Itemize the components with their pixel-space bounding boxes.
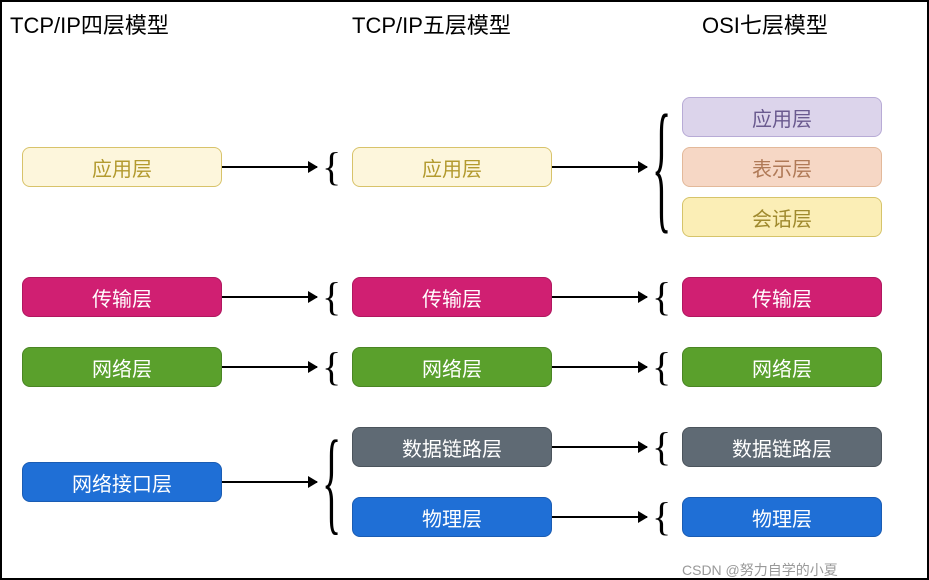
header-col3: OSI七层模型	[702, 8, 828, 40]
arrow-0	[222, 166, 317, 168]
header-col2: TCP/IP五层模型	[352, 8, 511, 40]
brace-7: {	[652, 427, 671, 467]
diagram-frame: TCP/IP四层模型 TCP/IP五层模型 OSI七层模型 应用层传输层网络层网…	[0, 0, 929, 580]
col1-layer-interface: 网络接口层	[22, 462, 222, 502]
col3-layer-datalink: 数据链路层	[682, 427, 882, 467]
col3-layer-transport: 传输层	[682, 277, 882, 317]
col1-layer-transport: 传输层	[22, 277, 222, 317]
brace-1: {	[322, 277, 341, 317]
arrow-7	[552, 446, 647, 448]
arrow-4	[552, 166, 647, 168]
brace-0: {	[322, 147, 341, 187]
arrow-6	[552, 366, 647, 368]
brace-3: {	[322, 425, 341, 540]
col2-layer-physical: 物理层	[352, 497, 552, 537]
col2-layer-network: 网络层	[352, 347, 552, 387]
brace-2: {	[322, 347, 341, 387]
watermark: CSDN @努力自学的小夏	[682, 560, 838, 580]
col3-layer-present: 表示层	[682, 147, 882, 187]
arrow-2	[222, 366, 317, 368]
arrow-5	[552, 296, 647, 298]
arrow-8	[552, 516, 647, 518]
col2-layer-app: 应用层	[352, 147, 552, 187]
brace-4: {	[652, 95, 671, 240]
arrow-3	[222, 481, 317, 483]
col1-layer-network: 网络层	[22, 347, 222, 387]
col3-layer-network: 网络层	[682, 347, 882, 387]
col2-layer-transport: 传输层	[352, 277, 552, 317]
col3-layer-session: 会话层	[682, 197, 882, 237]
header-col1: TCP/IP四层模型	[10, 8, 169, 40]
col2-layer-datalink: 数据链路层	[352, 427, 552, 467]
col3-layer-physical: 物理层	[682, 497, 882, 537]
brace-8: {	[652, 497, 671, 537]
brace-6: {	[652, 347, 671, 387]
col3-layer-app: 应用层	[682, 97, 882, 137]
brace-5: {	[652, 277, 671, 317]
col1-layer-app: 应用层	[22, 147, 222, 187]
arrow-1	[222, 296, 317, 298]
